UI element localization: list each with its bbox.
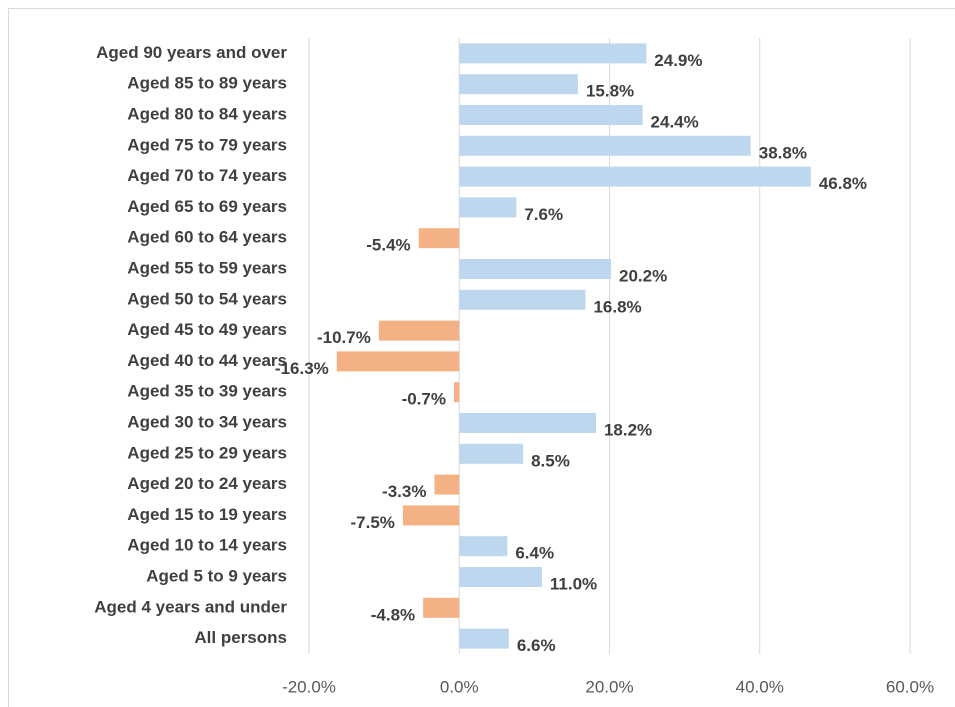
y-tick-label: Aged 30 to 34 years: [127, 412, 287, 431]
data-label: -10.7%: [317, 328, 371, 347]
data-label: -0.7%: [402, 390, 446, 409]
y-tick-label: Aged 10 to 14 years: [127, 536, 287, 555]
x-tick-label: 20.0%: [585, 677, 633, 696]
bar: [459, 567, 542, 587]
y-tick-label: Aged 55 to 59 years: [127, 258, 287, 277]
bar: [434, 474, 460, 495]
y-tick-label: Aged 25 to 29 years: [127, 443, 287, 462]
bar: [423, 597, 460, 618]
data-label: 24.4%: [651, 112, 699, 131]
x-tick-label: 40.0%: [736, 677, 784, 696]
data-label: 11.0%: [550, 574, 597, 593]
bar: [402, 505, 460, 526]
bar: [459, 135, 751, 156]
data-label: 7.6%: [524, 205, 563, 224]
data-label: -3.3%: [382, 482, 426, 501]
data-label: -5.4%: [366, 236, 410, 255]
bar: [336, 351, 460, 372]
bar: [418, 228, 460, 249]
y-tick-label: Aged 70 to 74 years: [127, 166, 287, 185]
bar: [378, 320, 460, 341]
bar: [459, 166, 811, 187]
y-tick-label: Aged 4 years and under: [94, 597, 287, 616]
bar: [459, 259, 612, 279]
x-tick-label: 0.0%: [440, 677, 479, 696]
bar: [459, 628, 509, 649]
y-tick-label: Aged 50 to 54 years: [127, 289, 287, 308]
bar: [459, 197, 517, 218]
y-tick-label: Aged 5 to 9 years: [146, 566, 287, 585]
bar: [459, 413, 596, 433]
y-tick-label: Aged 65 to 69 years: [127, 197, 287, 216]
data-label: 38.8%: [759, 143, 807, 162]
bar: [459, 43, 647, 64]
data-label: -7.5%: [350, 513, 394, 532]
y-tick-label: Aged 90 years and over: [96, 43, 287, 62]
data-label: 18.2%: [604, 420, 652, 439]
y-tick-label: Aged 15 to 19 years: [127, 505, 287, 524]
data-label: 6.6%: [517, 636, 556, 655]
bar: [459, 536, 508, 557]
bar: [459, 74, 578, 95]
y-tick-label: Aged 85 to 89 years: [127, 74, 287, 93]
data-label: 15.8%: [586, 82, 634, 101]
bar: [459, 443, 524, 464]
data-label: 6.4%: [515, 544, 554, 563]
data-label: -4.8%: [371, 605, 415, 624]
x-tick-label: -20.0%: [282, 677, 336, 696]
bar: [453, 382, 460, 403]
data-label: 8.5%: [531, 451, 570, 470]
y-tick-label: Aged 45 to 49 years: [127, 320, 287, 339]
x-tick-label: 60.0%: [886, 677, 934, 696]
data-label: 24.9%: [654, 51, 702, 70]
y-tick-label: Aged 40 to 44 years: [127, 351, 287, 370]
data-label: 16.8%: [593, 297, 641, 316]
y-tick-label: Aged 80 to 84 years: [127, 104, 287, 123]
y-tick-label: Aged 20 to 24 years: [127, 474, 287, 493]
y-tick-label: Aged 35 to 39 years: [127, 382, 287, 401]
y-tick-label: All persons: [194, 628, 287, 647]
data-label: 20.2%: [619, 266, 667, 285]
data-label: -16.3%: [275, 359, 329, 378]
y-tick-label: Aged 60 to 64 years: [127, 228, 287, 247]
y-tick-label: Aged 75 to 79 years: [127, 135, 287, 154]
chart-frame: [8, 8, 955, 707]
bar: [459, 289, 586, 310]
data-label: 46.8%: [819, 174, 867, 193]
bar: [459, 105, 643, 125]
